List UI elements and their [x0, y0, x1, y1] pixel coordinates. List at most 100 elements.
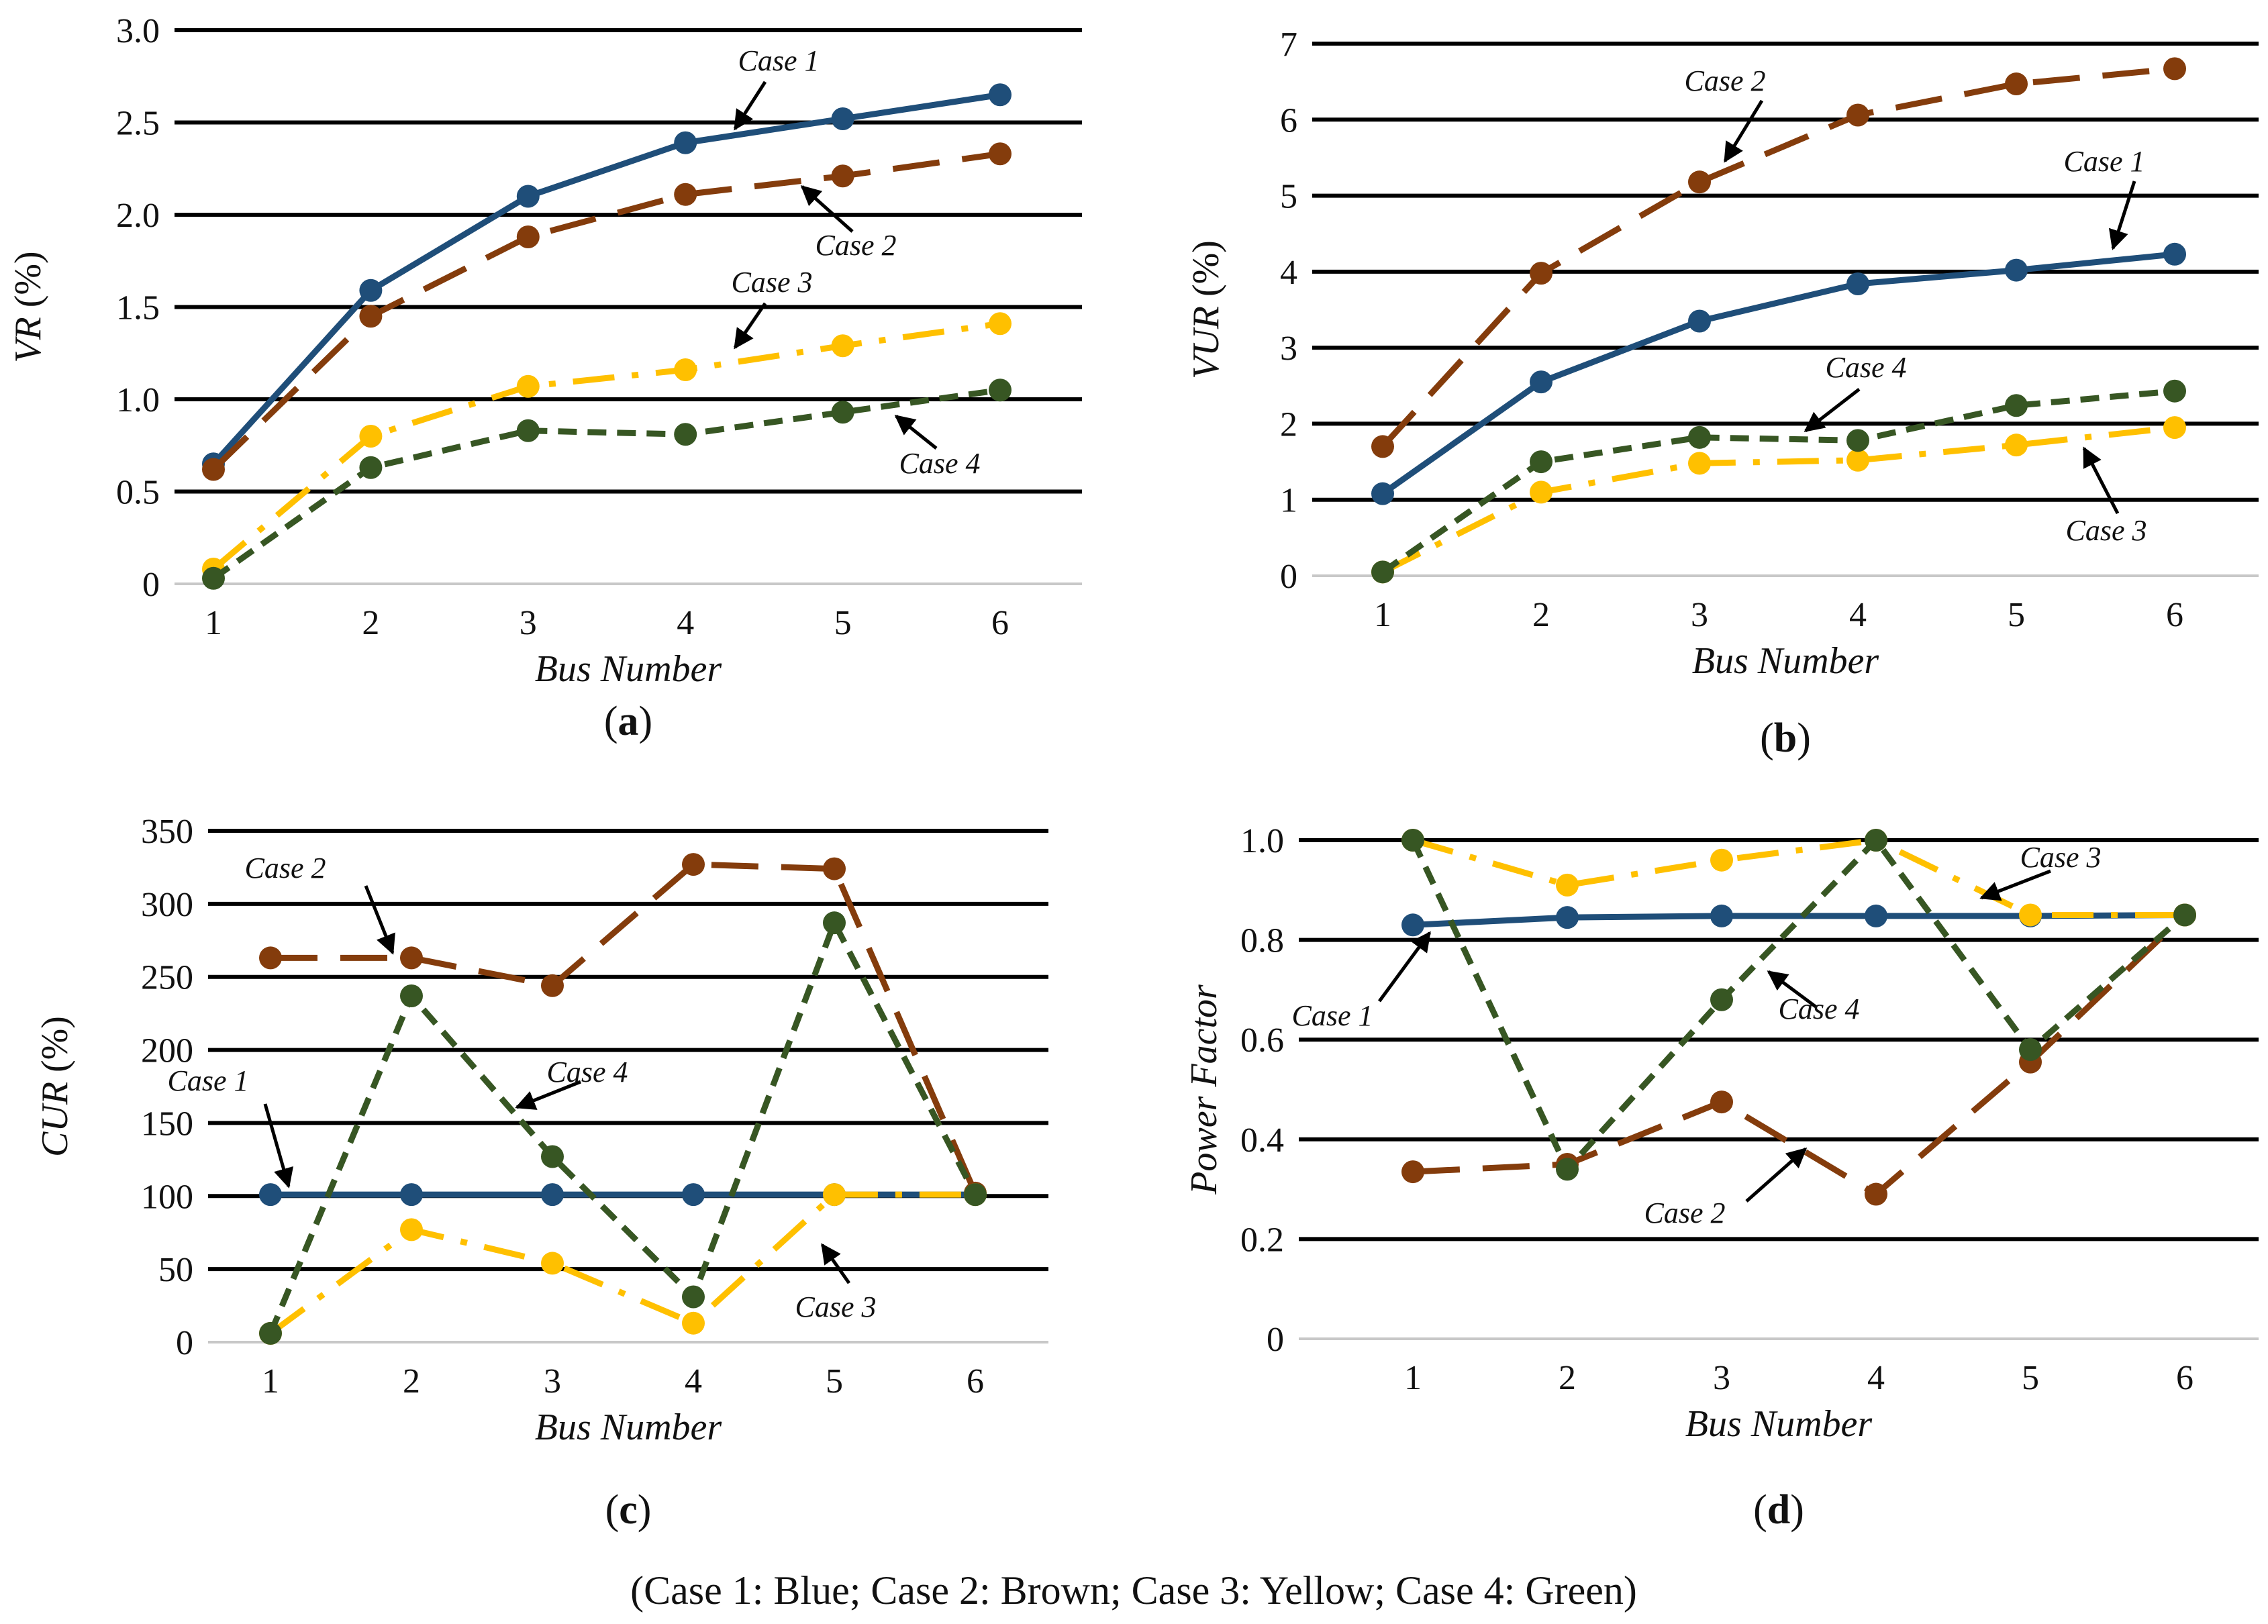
annotation-arrow — [733, 302, 767, 350]
data-point — [823, 857, 846, 880]
series-line — [1381, 251, 2175, 497]
annotation: Case 2 — [1644, 1148, 1808, 1229]
data-point — [682, 1183, 705, 1207]
annotation-label: Case 3 — [2066, 514, 2147, 547]
chart-d: 0 0.2 0.4 0.6 0.8 1.0 1 2 3 4 5 6 Bus Number Power Fa… — [1183, 822, 2259, 1533]
series-line — [211, 150, 1001, 472]
data-point — [1401, 829, 1424, 852]
data-point — [259, 1321, 282, 1345]
series-case-4 — [1371, 379, 2186, 584]
data-point — [1530, 450, 1552, 474]
y-tick-label: 50 — [158, 1251, 193, 1289]
series-case-2 — [1401, 903, 2196, 1206]
data-point — [1846, 272, 1869, 295]
annotation: Case 3 — [1979, 841, 2102, 901]
panel-letter: d — [1767, 1487, 1790, 1533]
annotation-arrow — [263, 1103, 294, 1188]
series-case-1 — [1371, 242, 2186, 505]
y-tick-label: 0 — [1280, 558, 1297, 596]
annotation-arrow — [515, 1080, 581, 1110]
series-case-3 — [259, 1183, 987, 1345]
annotation-arrow — [364, 885, 395, 955]
data-point — [2005, 394, 2028, 417]
data-point — [541, 1183, 564, 1207]
data-point — [831, 401, 854, 424]
series-case-2 — [202, 142, 1012, 481]
figure-caption: (Case 1: Blue; Case 2: Brown; Case 3: Ye… — [630, 1568, 1637, 1613]
data-point — [202, 458, 225, 481]
x-tick-label: 5 — [2022, 1359, 2039, 1397]
annotation-label: Case 4 — [1826, 351, 1907, 384]
series-line — [1412, 913, 2187, 1198]
annotation: Case 1 — [733, 44, 820, 131]
data-point — [359, 305, 383, 328]
data-point — [1710, 904, 1733, 927]
y-axis-label: VUR (%) — [1185, 240, 1227, 379]
annotation-arrow — [2108, 181, 2136, 250]
annotation-label: Case 4 — [1779, 993, 1860, 1025]
annotation: Case 3 — [795, 1243, 877, 1323]
data-point — [1371, 482, 1394, 505]
y-tick-label: 0 — [142, 566, 160, 604]
data-point — [400, 1218, 423, 1241]
y-tick-label: 2.5 — [116, 105, 160, 143]
annotation-arrow — [2082, 446, 2120, 515]
data-point — [1688, 170, 1711, 194]
y-tick-label: 0.6 — [1240, 1021, 1284, 1060]
panel-label: (d) — [1753, 1487, 1804, 1533]
annotation: Case 1 — [168, 1064, 294, 1188]
data-point — [2005, 434, 2028, 457]
panel-label: (b) — [1760, 715, 1811, 761]
data-point — [823, 911, 846, 935]
annotation: Case 3 — [2066, 446, 2147, 547]
series-line — [1380, 65, 2175, 449]
y-tick-label: 250 — [141, 959, 193, 997]
data-point — [541, 1145, 564, 1168]
x-tick-label: 2 — [1532, 596, 1550, 634]
x-tick-label: 3 — [1713, 1359, 1730, 1397]
data-point — [674, 183, 697, 206]
data-point — [400, 984, 423, 1008]
x-tick-label: 3 — [1691, 596, 1708, 634]
data-point — [359, 425, 383, 448]
annotation-label: Case 4 — [547, 1056, 628, 1088]
series-case-4 — [259, 911, 987, 1345]
series-line — [270, 861, 979, 1195]
y-tick-label: 100 — [141, 1178, 193, 1216]
chart-c: 0 50 100 150 200 250 300 350 1 2 3 4 5 6 Bus Number CUR… — [34, 813, 1048, 1533]
y-tick-label: 1.5 — [116, 289, 160, 327]
data-point — [2163, 57, 2186, 81]
annotation: Case 4 — [515, 1056, 628, 1110]
data-point — [2173, 903, 2196, 927]
y-axis-label-unit: (%) — [34, 1016, 76, 1082]
data-point — [259, 946, 282, 970]
data-point — [2019, 1038, 2042, 1062]
data-point — [1556, 873, 1579, 897]
x-tick-label: 2 — [403, 1362, 420, 1401]
data-point — [1710, 848, 1733, 872]
data-point — [674, 131, 697, 154]
data-point — [989, 142, 1012, 166]
y-tick-label: 0.8 — [1240, 922, 1284, 960]
chart-a: 0 0.5 1.0 1.5 2.0 2.5 3.0 1 2 3 4 5 6 Bus Number VR (%… — [7, 12, 1082, 744]
data-point — [400, 946, 423, 970]
data-point — [1401, 913, 1424, 937]
y-tick-label: 1.0 — [1240, 822, 1284, 860]
panel-label: (c) — [605, 1487, 652, 1533]
data-point — [259, 1183, 282, 1207]
annotation: Case 2 — [1685, 64, 1766, 163]
annotation: Case 1 — [1292, 931, 1432, 1032]
data-point — [1710, 988, 1733, 1011]
data-point — [202, 566, 225, 590]
series-case-1 — [1401, 903, 2196, 937]
annotation: Case 3 — [732, 266, 813, 350]
data-point — [541, 974, 564, 997]
x-tick-label: 1 — [1374, 596, 1391, 634]
x-tick-label: 6 — [2166, 596, 2183, 634]
data-point — [1688, 309, 1711, 333]
y-tick-label: 350 — [141, 813, 193, 851]
data-point — [831, 164, 854, 188]
y-tick-label: 0.5 — [116, 474, 160, 512]
data-point — [1530, 480, 1552, 504]
y-tick-label: 3.0 — [116, 12, 160, 50]
